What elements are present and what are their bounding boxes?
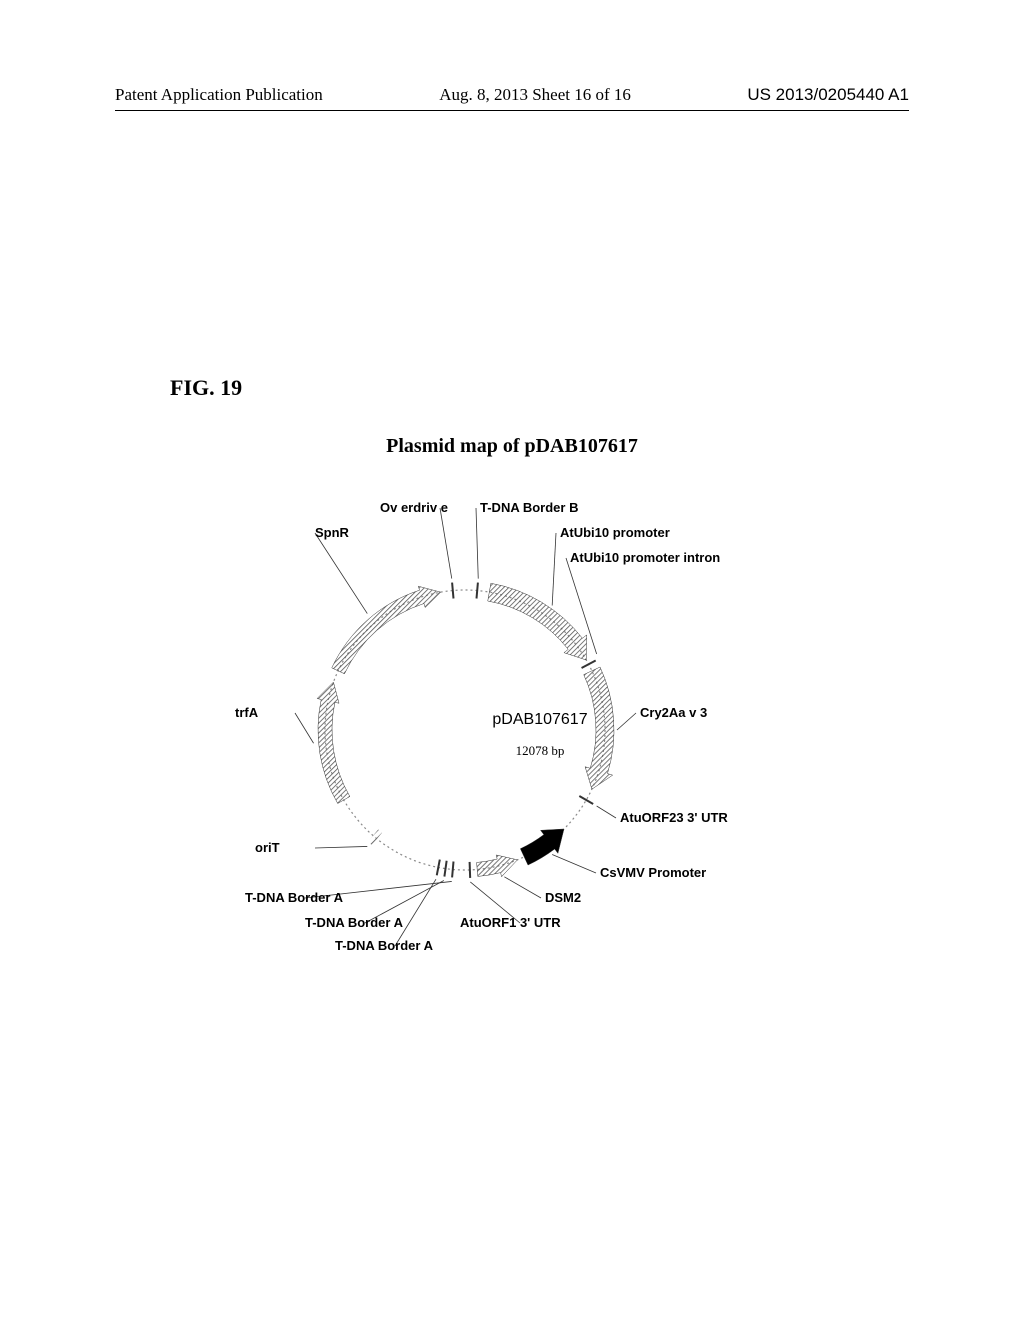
label-tdna_a2: T-DNA Border A — [305, 915, 403, 930]
header-right: US 2013/0205440 A1 — [747, 85, 909, 105]
label-tdna_a1: T-DNA Border A — [245, 890, 343, 905]
header-rule — [115, 110, 909, 111]
feature-atubi10-promoter — [488, 583, 587, 660]
header-left: Patent Application Publication — [115, 85, 323, 105]
figure-label: FIG. 19 — [170, 375, 242, 401]
tick-atuorf1-3'-utr — [470, 862, 471, 878]
tick-t-dna-border-a — [452, 861, 453, 877]
plasmid-svg — [200, 470, 880, 990]
feature-dsm2 — [477, 855, 518, 877]
tick-orit — [370, 831, 380, 843]
leader-tdna_b — [476, 508, 478, 579]
feature-csvmv-promoter — [520, 829, 564, 865]
leader-atuorf23 — [597, 806, 616, 818]
label-overdrive: Ov erdriv e — [380, 500, 448, 515]
label-atuorf23: AtuORF23 3' UTR — [620, 810, 728, 825]
label-cry2aa: Cry2Aa v 3 — [640, 705, 707, 720]
feature-spnr — [332, 586, 441, 674]
tick-overdrive — [452, 583, 453, 599]
plasmid-name: pDAB107617 — [492, 711, 587, 729]
label-csvmv: CsVMV Promoter — [600, 865, 706, 880]
label-spnr: SpnR — [315, 525, 349, 540]
label-orit: oriT — [255, 840, 280, 855]
label-dsm2: DSM2 — [545, 890, 581, 905]
page-header: Patent Application Publication Aug. 8, 2… — [115, 85, 909, 105]
feature-cry2aa-v3 — [584, 667, 614, 789]
plasmid-features — [317, 583, 614, 878]
leader-orit — [315, 846, 367, 848]
leader-dsm2 — [504, 877, 541, 898]
tick-atuorf23-3'-utr — [579, 796, 593, 804]
label-trfa: trfA — [235, 705, 258, 720]
leader-trfa — [295, 713, 314, 743]
plasmid-size: 12078 bp — [516, 743, 565, 759]
leader-tdna_a3 — [395, 879, 436, 946]
plasmid-title: Plasmid map of pDAB107617 — [0, 435, 1024, 458]
leader-atubi10 — [552, 533, 556, 605]
tick-atubi10-promoter-intron — [582, 661, 596, 669]
label-atuorf1: AtuORF1 3' UTR — [460, 915, 561, 930]
leader-overdrive — [440, 508, 452, 579]
leader-cry2aa — [617, 713, 636, 730]
label-atubi10_intron: AtUbi10 promoter intron — [570, 550, 720, 565]
label-tdna_b: T-DNA Border B — [480, 500, 578, 515]
tick-t-dna-border-b — [477, 583, 478, 599]
leader-csvmv — [552, 855, 596, 873]
label-tdna_a3: T-DNA Border A — [335, 938, 433, 953]
plasmid-diagram: pDAB107617 12078 bp SpnR Ov erdriv e T-DNA… — [200, 470, 880, 990]
label-atubi10: AtUbi10 promoter — [560, 525, 670, 540]
tick-t-dna-border-a — [444, 861, 446, 877]
feature-trfa — [317, 682, 350, 803]
leader-spnr — [315, 533, 367, 614]
header-center: Aug. 8, 2013 Sheet 16 of 16 — [439, 85, 631, 105]
